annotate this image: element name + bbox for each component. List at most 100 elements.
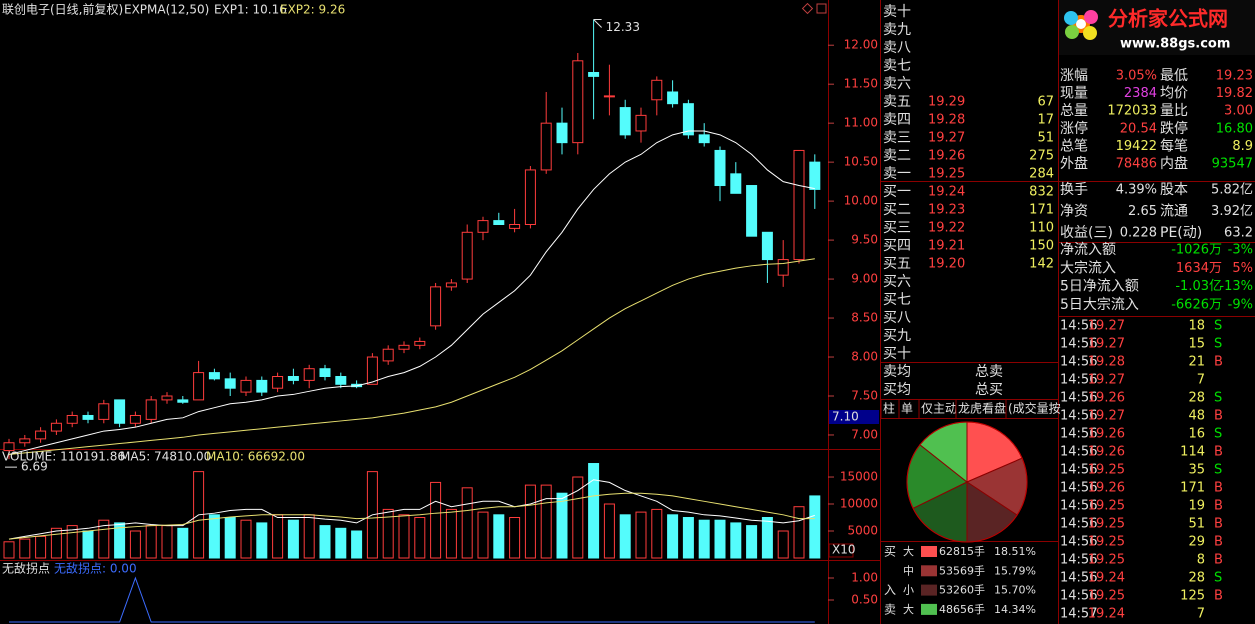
exp-line bbox=[8, 130, 815, 455]
candle-body bbox=[493, 220, 505, 226]
candle-body bbox=[208, 372, 220, 380]
volume-bar bbox=[493, 514, 505, 559]
candle-body bbox=[430, 286, 442, 327]
trade-side: B bbox=[1214, 517, 1223, 532]
candle-body bbox=[145, 399, 157, 420]
fund-label: 5日大宗流入 bbox=[1060, 297, 1139, 313]
volume-bar bbox=[240, 519, 252, 559]
flow-pct: 18.51% bbox=[994, 545, 1036, 558]
book-price: 19.27 bbox=[928, 131, 965, 146]
candle-body bbox=[746, 185, 758, 237]
y-tick-label: 11.50 bbox=[844, 77, 878, 91]
y-tick-label: 7.00 bbox=[851, 427, 878, 441]
candle-body bbox=[509, 224, 521, 229]
candle-body bbox=[35, 430, 47, 440]
candle-body bbox=[193, 372, 205, 401]
tab[interactable]: 龙虎看盘 bbox=[958, 401, 1006, 416]
volume-bar bbox=[208, 514, 220, 559]
avg-label: 卖均 bbox=[883, 364, 911, 380]
quote-label: 跌停 bbox=[1160, 120, 1188, 137]
flow-amount: 53260手 bbox=[939, 583, 985, 597]
trade-volume: 7 bbox=[1197, 373, 1205, 388]
book-volume: 142 bbox=[1029, 257, 1054, 272]
scale-box bbox=[828, 543, 854, 558]
total-label: 总卖 bbox=[975, 364, 1003, 380]
logo-url: www.88gs.com bbox=[1120, 37, 1230, 52]
volume-bar bbox=[714, 519, 726, 559]
y-tick-label: 12.00 bbox=[844, 38, 878, 52]
volume-bar bbox=[682, 517, 694, 559]
logo: 分析家公式网 www.88gs.com bbox=[1059, 0, 1255, 55]
candle-body bbox=[114, 399, 126, 424]
volume-bar bbox=[556, 492, 568, 559]
volume-bar bbox=[730, 522, 742, 559]
flow-size: 大 bbox=[903, 544, 914, 558]
volume-bar bbox=[66, 525, 78, 559]
trade-side: B bbox=[1214, 535, 1223, 550]
book-price: 19.29 bbox=[928, 95, 965, 110]
logo-title: 分析家公式网 bbox=[1108, 7, 1228, 31]
quote-value: 19.23 bbox=[1216, 69, 1253, 84]
tab[interactable]: 单 bbox=[901, 402, 913, 416]
trade-side: B bbox=[1214, 445, 1223, 460]
trade-volume: 16 bbox=[1188, 427, 1205, 442]
flow-amount: 53569手 bbox=[939, 563, 985, 577]
candle-body bbox=[366, 356, 378, 385]
candle-body bbox=[82, 414, 94, 420]
trade-volume: 171 bbox=[1180, 481, 1205, 496]
candle-body bbox=[129, 414, 141, 424]
y-tick-label: 7.50 bbox=[851, 388, 878, 402]
tab[interactable]: (成交量按 bbox=[1008, 401, 1061, 416]
fund-label: 5日净流入额 bbox=[1060, 279, 1139, 295]
quote-label: 涨幅 bbox=[1060, 68, 1088, 84]
candle-body bbox=[335, 376, 347, 385]
trade-time: 14:56 bbox=[1060, 463, 1097, 478]
volume-bar bbox=[272, 514, 284, 559]
book-label: 卖八 bbox=[883, 40, 911, 56]
low-label: 6.69 bbox=[21, 460, 48, 474]
trade-price: 19.28 bbox=[1088, 355, 1125, 370]
candle-body bbox=[556, 122, 568, 144]
flow-size: 中 bbox=[903, 564, 914, 577]
candle-body bbox=[619, 107, 631, 136]
trade-time: 14:56 bbox=[1060, 391, 1097, 406]
trade-volume: 28 bbox=[1188, 571, 1205, 586]
quote-value: 2384 bbox=[1124, 86, 1157, 101]
candle-body bbox=[98, 403, 110, 420]
trade-time: 14:56 bbox=[1060, 319, 1097, 334]
trade-volume: 114 bbox=[1180, 445, 1205, 460]
volume-bar bbox=[287, 519, 299, 559]
tab[interactable]: 柱 bbox=[883, 401, 895, 416]
fund-pct: -13% bbox=[1219, 279, 1253, 294]
trade-price: 19.27 bbox=[1088, 409, 1125, 424]
flow-amount: 62815手 bbox=[939, 544, 985, 558]
candle-body bbox=[319, 368, 331, 378]
candle-body bbox=[3, 442, 15, 452]
volume-bar bbox=[635, 511, 647, 559]
book-price: 19.24 bbox=[928, 185, 965, 200]
quote-value: 0.228 bbox=[1120, 226, 1157, 241]
y-tick-label: 9.50 bbox=[851, 233, 878, 247]
ma5-legend: MA5: 74810.00 bbox=[120, 450, 211, 464]
candle-body bbox=[730, 173, 742, 194]
fund-label: 大宗流入 bbox=[1060, 260, 1116, 276]
quote-label: 涨停 bbox=[1060, 120, 1088, 137]
tab[interactable]: 仅主动 bbox=[921, 402, 957, 416]
book-price: 19.28 bbox=[928, 113, 965, 128]
trade-side: S bbox=[1214, 319, 1222, 334]
trade-side: B bbox=[1214, 355, 1223, 370]
book-volume: 171 bbox=[1029, 203, 1054, 218]
book-label: 买三 bbox=[883, 220, 911, 236]
volume-bar bbox=[256, 522, 268, 559]
exp-line bbox=[8, 258, 815, 455]
candle-body bbox=[445, 282, 457, 288]
volume-legend: VOLUME: 110191.86 bbox=[2, 450, 125, 464]
book-label: 买五 bbox=[883, 256, 911, 272]
volume-bar bbox=[98, 519, 110, 559]
volume-bar bbox=[351, 530, 363, 559]
indicator-name: EXPMA(12,50) bbox=[124, 3, 209, 17]
quote-value: 19.82 bbox=[1216, 86, 1253, 101]
book-price: 19.22 bbox=[928, 221, 965, 236]
avg-label: 买均 bbox=[883, 382, 911, 398]
